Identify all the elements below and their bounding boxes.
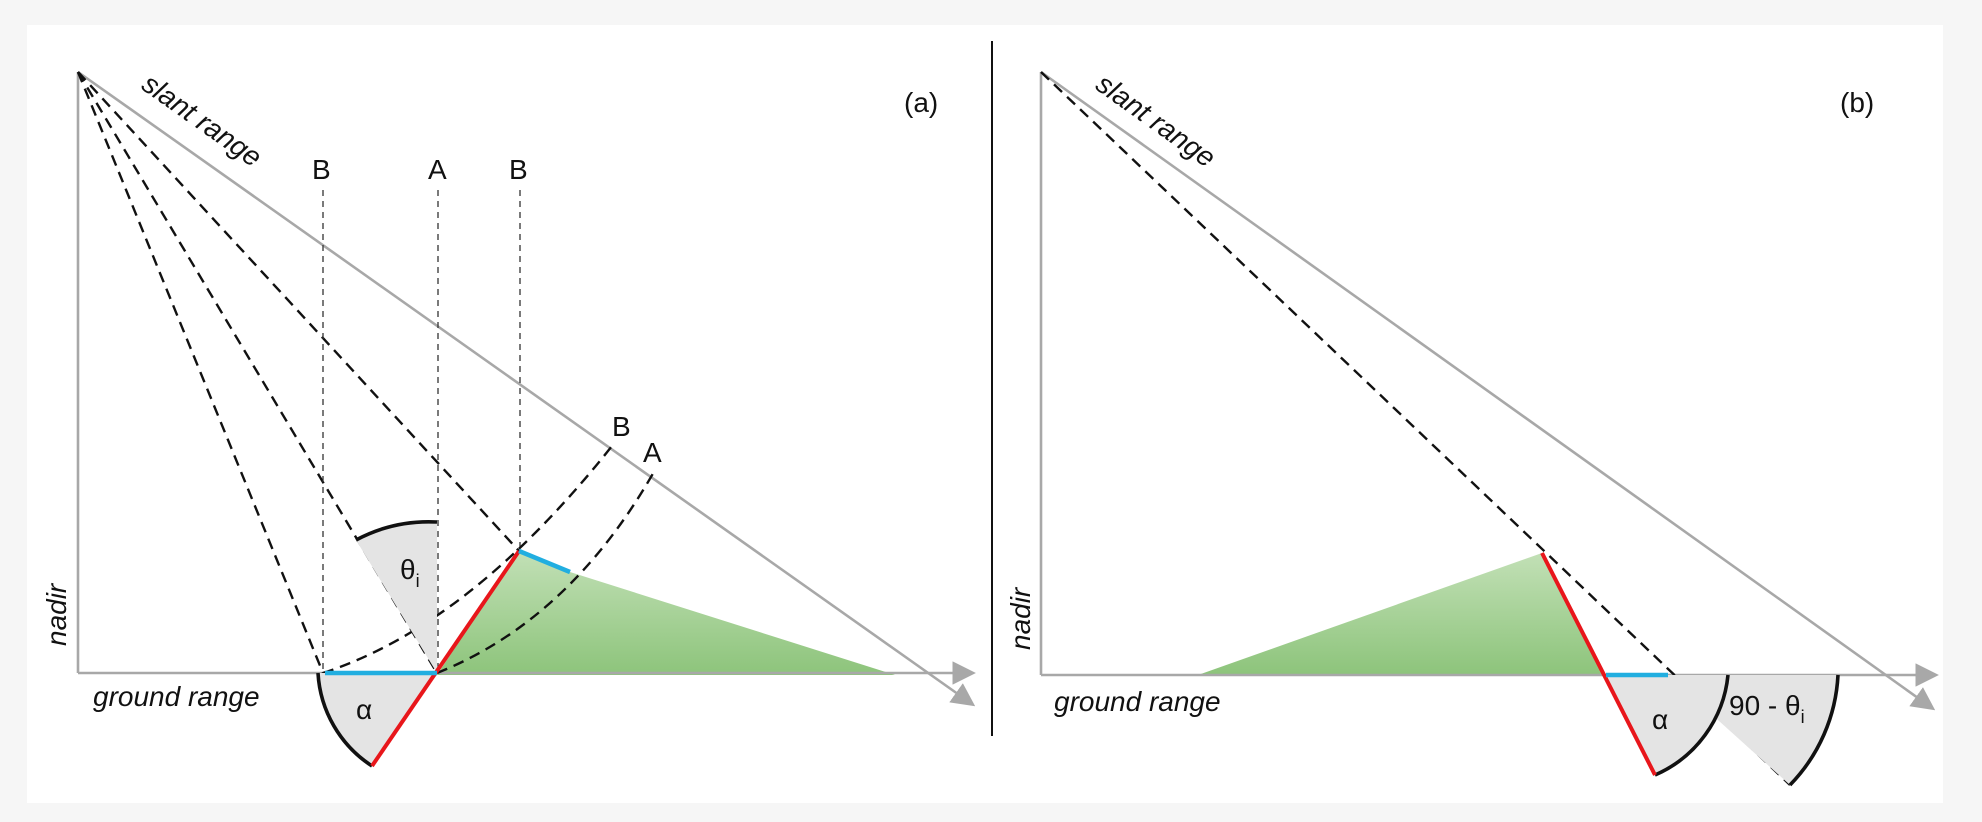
slant-range-axis-a	[77, 70, 976, 707]
incidence-angle-arc	[355, 519, 438, 542]
complement-angle-arc	[1788, 674, 1840, 787]
slope-angle-wedge-b	[1606, 675, 1728, 775]
slope-angle-wedge-a	[318, 673, 437, 766]
range-arc-a	[436, 469, 657, 675]
complement-angle-label: 90 - θi	[1729, 690, 1805, 727]
range-arc-b	[322, 445, 613, 675]
slope-angle-arc-a	[316, 672, 373, 768]
shadow-area-b	[1198, 553, 1606, 675]
slope-angle-arc-b	[1654, 674, 1730, 777]
panel-tag-b: (b)	[1840, 87, 1874, 118]
slope-angle-label-a: α	[356, 694, 372, 725]
panel-b: (b) slant range nadir ground range α 90 …	[1005, 68, 1939, 787]
beam-ray-b	[1040, 71, 1791, 786]
incidence-angle-label: θi	[400, 554, 420, 591]
beam-ray-3	[77, 71, 520, 552]
backslope-top-a	[518, 548, 571, 575]
slant-range-axis-b	[1040, 70, 1936, 711]
top-label-b-left: B	[312, 154, 331, 185]
shadow-area-a	[437, 551, 895, 675]
nadir-label-b: nadir	[1005, 586, 1036, 650]
panel-a: (a) slant range nadir ground range B A B…	[41, 68, 976, 768]
ground-range-label-b: ground range	[1054, 686, 1221, 717]
top-label-b-right: B	[509, 154, 528, 185]
panel-tag-a: (a)	[904, 87, 938, 118]
foreslope-a	[370, 549, 521, 768]
top-label-a: A	[428, 154, 447, 185]
slope-angle-label-b: α	[1652, 704, 1668, 735]
beam-ray-1	[76, 71, 325, 674]
ground-range-label-a: ground range	[93, 681, 260, 712]
arc-label-b: B	[612, 411, 631, 442]
incidence-angle-wedge	[356, 521, 437, 673]
arc-label-a: A	[643, 437, 662, 468]
foreslope-b	[1540, 552, 1657, 776]
nadir-label-a: nadir	[41, 582, 72, 646]
